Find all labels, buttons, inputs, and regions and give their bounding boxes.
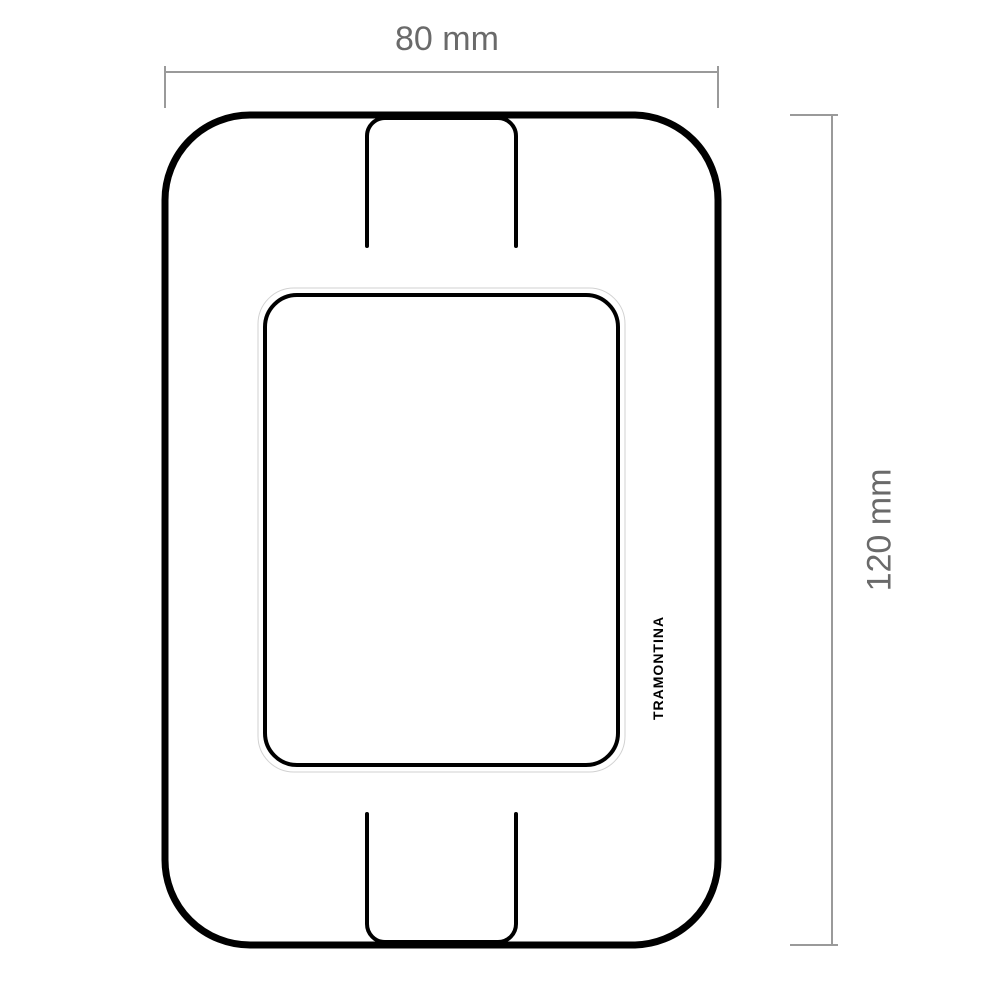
height-dimension-label: 120 mm xyxy=(861,469,900,592)
technical-drawing-svg xyxy=(0,0,1000,1000)
width-dimension-label: 80 mm xyxy=(395,20,499,59)
brand-text: TRAMONTINA xyxy=(650,616,666,720)
diagram-canvas: 80 mm 120 mm TRAMONTINA xyxy=(0,0,1000,1000)
